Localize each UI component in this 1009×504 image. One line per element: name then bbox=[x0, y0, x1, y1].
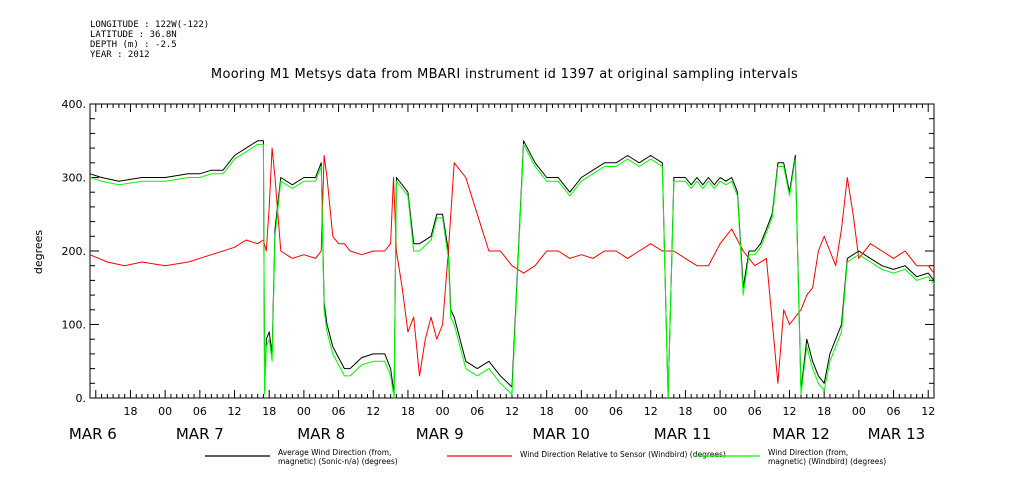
y-axis-label: degrees bbox=[32, 230, 45, 275]
plot-frame bbox=[89, 103, 935, 399]
x-hour-label: 06 bbox=[470, 405, 484, 418]
legend: Average Wind Direction (from,magnetic) (… bbox=[205, 448, 886, 466]
chart-title: Mooring M1 Metsys data from MBARI instru… bbox=[210, 67, 799, 82]
longitude-label: LONGITUDE : 122W(-122) bbox=[90, 20, 210, 30]
x-hour-label: 18 bbox=[678, 405, 692, 418]
x-hour-label: 12 bbox=[505, 405, 519, 418]
legend-label-line2: magnetic) (Sonic-n/a) (degrees) bbox=[278, 457, 398, 466]
x-axis: 18 00 06 12 18 00 06 12 18 00 06 12 18 00 06 12 18 00 06 12… bbox=[69, 104, 935, 443]
x-day-label: MAR 11 bbox=[654, 425, 711, 443]
x-hour-label: 12 bbox=[782, 405, 796, 418]
x-hour-label: 00 bbox=[574, 405, 588, 418]
x-hour-label: 06 bbox=[332, 405, 346, 418]
series-line-0 bbox=[89, 140, 935, 399]
y-tick-label: 300. bbox=[62, 172, 87, 185]
x-day-label: MAR 10 bbox=[532, 425, 589, 443]
y-tick-label: 400. bbox=[62, 98, 87, 111]
y-tick-label: 0. bbox=[76, 392, 87, 405]
x-day-label: MAR 8 bbox=[297, 425, 345, 443]
x-hour-label: 12 bbox=[921, 405, 935, 418]
legend-label: Average Wind Direction (from, bbox=[278, 448, 391, 457]
legend-item: Average Wind Direction (from,magnetic) (… bbox=[205, 448, 398, 466]
x-hour-label: 12 bbox=[366, 405, 380, 418]
x-hour-label: 06 bbox=[609, 405, 623, 418]
series-layer bbox=[89, 140, 935, 399]
legend-label: Wind Direction (from, bbox=[768, 448, 848, 457]
x-day-label: MAR 9 bbox=[416, 425, 464, 443]
year-label: YEAR : 2012 bbox=[90, 50, 150, 60]
x-hour-label: 06 bbox=[193, 405, 207, 418]
x-hour-label: 06 bbox=[748, 405, 762, 418]
x-day-label: MAR 6 bbox=[69, 425, 117, 443]
x-hour-label: 18 bbox=[401, 405, 415, 418]
series-line-2 bbox=[89, 143, 935, 399]
latitude-label: LATITUDE : 36.8N bbox=[90, 30, 177, 40]
x-day-label: MAR 13 bbox=[868, 425, 925, 443]
x-hour-label: 18 bbox=[262, 405, 276, 418]
x-hour-label: 00 bbox=[297, 405, 311, 418]
legend-label: Wind Direction Relative to Sensor (Windb… bbox=[520, 450, 726, 459]
x-hour-label: 18 bbox=[123, 405, 137, 418]
x-hour-label: 06 bbox=[887, 405, 901, 418]
x-hour-label: 00 bbox=[852, 405, 866, 418]
legend-item: Wind Direction Relative to Sensor (Windb… bbox=[447, 450, 726, 459]
x-day-label: MAR 7 bbox=[176, 425, 224, 443]
plot-border bbox=[89, 103, 935, 399]
x-hour-label: 18 bbox=[540, 405, 554, 418]
series-line-1 bbox=[89, 147, 935, 384]
depth-label: DEPTH (m) : -2.5 bbox=[90, 40, 177, 50]
x-hour-label: 12 bbox=[228, 405, 242, 418]
metadata-block: LONGITUDE : 122W(-122) LATITUDE : 36.8N … bbox=[90, 20, 209, 60]
x-hour-label: 18 bbox=[817, 405, 831, 418]
y-tick-label: 200. bbox=[62, 245, 87, 258]
x-day-label: MAR 12 bbox=[772, 425, 829, 443]
legend-item: Wind Direction (from,magnetic) (Windbird… bbox=[695, 448, 886, 466]
x-hour-label: 00 bbox=[158, 405, 172, 418]
x-hour-label: 12 bbox=[644, 405, 658, 418]
legend-label-line2: magnetic) (Windbird) (degrees) bbox=[768, 457, 886, 466]
y-axis: 0. 100. 200. 300. 400. bbox=[62, 98, 934, 405]
x-hour-label: 00 bbox=[713, 405, 727, 418]
y-tick-label: 100. bbox=[62, 319, 87, 332]
x-hour-label: 00 bbox=[436, 405, 450, 418]
